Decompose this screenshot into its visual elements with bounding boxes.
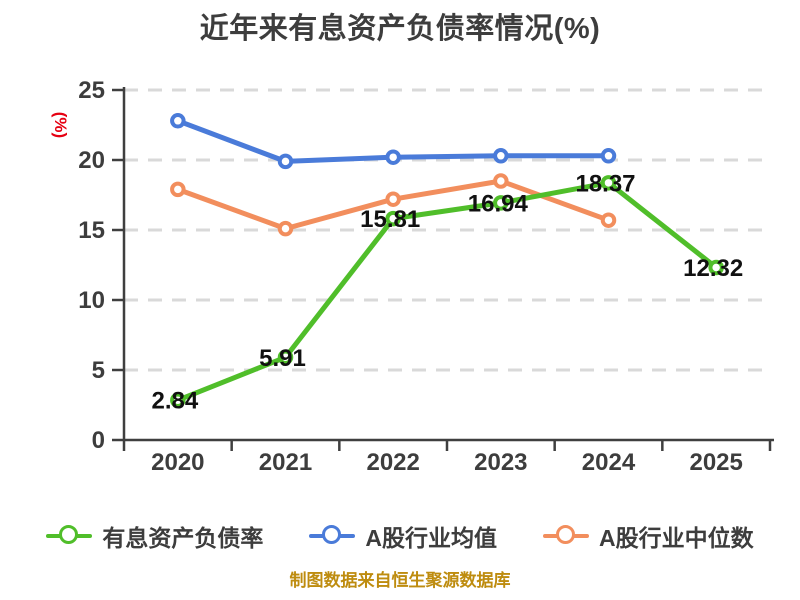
data-point-marker-0 xyxy=(708,259,724,276)
data-point-marker-2 xyxy=(170,181,186,198)
legend-label: 有息资产负债率 xyxy=(102,525,264,551)
legend-dot-icon xyxy=(322,525,342,544)
data-point-label-0: 12.32 xyxy=(683,255,743,282)
x-tick-label: 2025 xyxy=(689,449,742,476)
data-point-marker-1 xyxy=(600,148,617,164)
legend-marker-green xyxy=(46,525,93,547)
data-source-note: 制图数据来自恒生聚源数据库 xyxy=(289,571,511,590)
data-point-marker-1 xyxy=(493,148,509,164)
data-point-marker-1 xyxy=(277,153,294,170)
y-tick-label: 10 xyxy=(78,287,105,314)
y-axis-unit-label: (%) xyxy=(51,112,70,138)
data-point-marker-0 xyxy=(385,210,401,227)
legend-dot-icon xyxy=(59,525,79,544)
data-point-marker-2 xyxy=(385,191,401,207)
data-point-marker-0 xyxy=(277,349,294,366)
data-point-marker-1 xyxy=(170,113,186,129)
data-point-marker-1 xyxy=(385,149,401,165)
data-point-label-0: 5.91 xyxy=(259,345,306,372)
y-tick-label: 25 xyxy=(78,77,105,104)
data-point-marker-2 xyxy=(600,212,617,228)
data-point-marker-0 xyxy=(600,175,617,191)
legend-dot-icon xyxy=(556,525,575,544)
data-point-label-0: 15.81 xyxy=(360,206,420,233)
x-tick-label: 2023 xyxy=(474,449,527,476)
chart-legend: 有息资产负债率 A股行业均值 A股行业中位数 xyxy=(0,518,800,554)
chart-title: 近年来有息资产负债率情况(%) xyxy=(199,13,601,45)
legend-marker-blue xyxy=(309,525,356,547)
data-point-marker-0 xyxy=(493,195,509,211)
data-point-marker-2 xyxy=(277,220,294,237)
legend-label: A股行业中位数 xyxy=(599,525,754,551)
y-tick-label: 5 xyxy=(92,357,105,384)
x-tick-label: 2020 xyxy=(151,449,204,476)
x-tick-label: 2022 xyxy=(366,449,419,476)
data-point-marker-2 xyxy=(493,173,509,189)
data-point-marker-0 xyxy=(170,392,186,408)
legend-item-industry-median: A股行业中位数 xyxy=(543,519,754,553)
series-line-0 xyxy=(176,180,718,403)
x-tick-label: 2024 xyxy=(582,449,636,476)
y-tick-label: 20 xyxy=(78,147,105,174)
y-tick-label: 0 xyxy=(92,427,105,454)
data-point-label-0: 18.37 xyxy=(575,170,635,197)
data-point-label-0: 2.84 xyxy=(151,388,198,415)
legend-item-interest-debt-ratio: 有息资产负债率 xyxy=(46,519,263,553)
data-point-label-0: 16.94 xyxy=(468,190,529,217)
x-tick-label: 2021 xyxy=(259,449,312,476)
legend-marker-orange xyxy=(543,525,589,547)
y-tick-label: 15 xyxy=(78,217,105,244)
legend-item-industry-mean: A股行业均值 xyxy=(309,519,497,553)
legend-label: A股行业均值 xyxy=(365,525,497,551)
